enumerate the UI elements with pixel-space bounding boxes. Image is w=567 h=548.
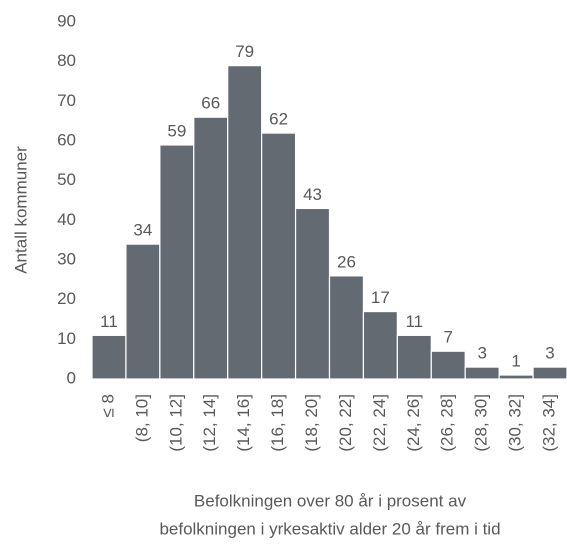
data-label: 43 xyxy=(303,185,322,204)
y-axis-label: Antall kommuner xyxy=(11,146,30,274)
data-label: 34 xyxy=(133,221,152,240)
data-label: 1 xyxy=(511,352,520,371)
data-label: 17 xyxy=(371,288,390,307)
x-tick-label: (10, 12] xyxy=(166,394,185,452)
bar xyxy=(193,116,229,380)
y-tick-label: 50 xyxy=(57,170,76,189)
x-tick-label: (28, 30] xyxy=(472,394,491,452)
bar xyxy=(464,366,500,380)
x-tick-label: (20, 22] xyxy=(336,394,355,452)
data-label: 3 xyxy=(477,344,486,363)
x-tick-label: (22, 24] xyxy=(370,394,389,452)
y-tick-label: 80 xyxy=(57,51,76,70)
y-tick-label: 0 xyxy=(67,368,76,387)
y-tick-label: 10 xyxy=(57,329,76,348)
data-label: 62 xyxy=(269,110,288,129)
bar xyxy=(261,132,297,380)
y-tick-label: 30 xyxy=(57,249,76,268)
data-label: 59 xyxy=(167,121,186,140)
bar xyxy=(159,144,195,380)
bar xyxy=(396,334,432,380)
x-tick-label: (32, 34] xyxy=(540,394,559,452)
bar xyxy=(227,65,263,380)
x-tick-label: (12, 14] xyxy=(200,394,219,452)
x-tick-label: (26, 28] xyxy=(438,394,457,452)
y-tick-label: 70 xyxy=(57,91,76,110)
data-label: 79 xyxy=(235,42,254,61)
bar xyxy=(125,243,161,380)
data-label: 11 xyxy=(405,312,423,331)
y-tick-label: 40 xyxy=(57,210,76,229)
data-label: 26 xyxy=(337,252,356,271)
data-label: 66 xyxy=(201,94,220,113)
bar xyxy=(294,207,331,380)
data-label: 7 xyxy=(444,328,453,347)
bar xyxy=(532,366,567,380)
bar xyxy=(362,310,398,380)
bar xyxy=(430,350,466,380)
bar xyxy=(91,334,127,380)
data-label: 3 xyxy=(545,344,554,363)
data-label: 11 xyxy=(100,312,118,331)
x-tick-label: ≤ 8 xyxy=(98,394,117,418)
x-tick-label: (14, 16] xyxy=(234,394,253,452)
x-tick-label: (18, 20] xyxy=(302,394,321,452)
y-tick-label: 90 xyxy=(57,11,76,30)
x-tick-label: (30, 32] xyxy=(506,394,525,452)
bar xyxy=(328,275,365,380)
y-tick-label: 60 xyxy=(57,130,76,149)
y-tick-label: 20 xyxy=(57,289,76,308)
x-tick-label: (8, 10] xyxy=(132,394,151,442)
x-axis-label: Befolkningen over 80 år i prosent av xyxy=(194,491,467,510)
x-axis-label: befolkningen i yrkesaktiv alder 20 år fr… xyxy=(159,519,500,538)
x-tick-label: (16, 18] xyxy=(268,394,287,452)
bar xyxy=(498,374,534,380)
x-tick-label: (24, 26] xyxy=(404,394,423,452)
